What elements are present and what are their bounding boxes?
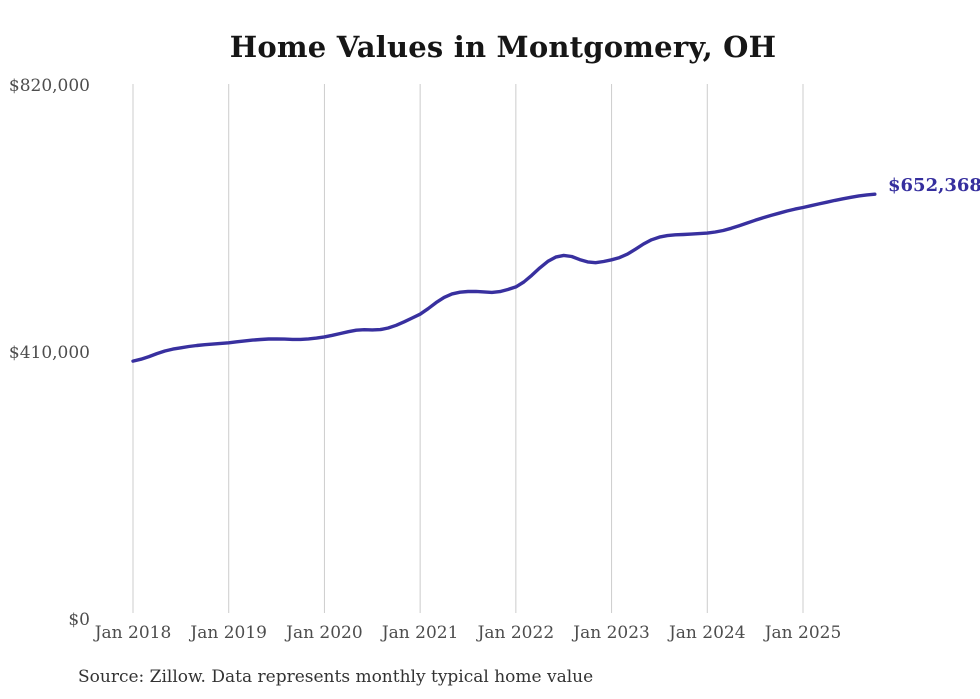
- x-axis-tick-label: Jan 2020: [284, 623, 363, 643]
- y-axis-tick-label: $410,000: [9, 343, 90, 363]
- x-axis-tick-label: Jan 2022: [476, 623, 555, 643]
- x-axis-tick-label: Jan 2019: [188, 623, 267, 643]
- x-axis-tick-label: Jan 2018: [93, 623, 172, 643]
- latest-value-label: $652,368: [888, 175, 980, 196]
- x-axis-tick-label: Jan 2023: [571, 623, 650, 643]
- y-axis-tick-label: $820,000: [9, 76, 90, 96]
- y-axis-tick-label: $0: [68, 610, 90, 630]
- x-axis-tick-label: Jan 2021: [380, 623, 459, 643]
- source-note: Source: Zillow. Data represents monthly …: [78, 667, 594, 687]
- chart-title: Home Values in Montgomery, OH: [229, 30, 777, 64]
- home-value-line: [131, 192, 877, 363]
- x-axis-tick-label: Jan 2025: [763, 623, 842, 643]
- x-axis-tick-label: Jan 2024: [667, 623, 746, 643]
